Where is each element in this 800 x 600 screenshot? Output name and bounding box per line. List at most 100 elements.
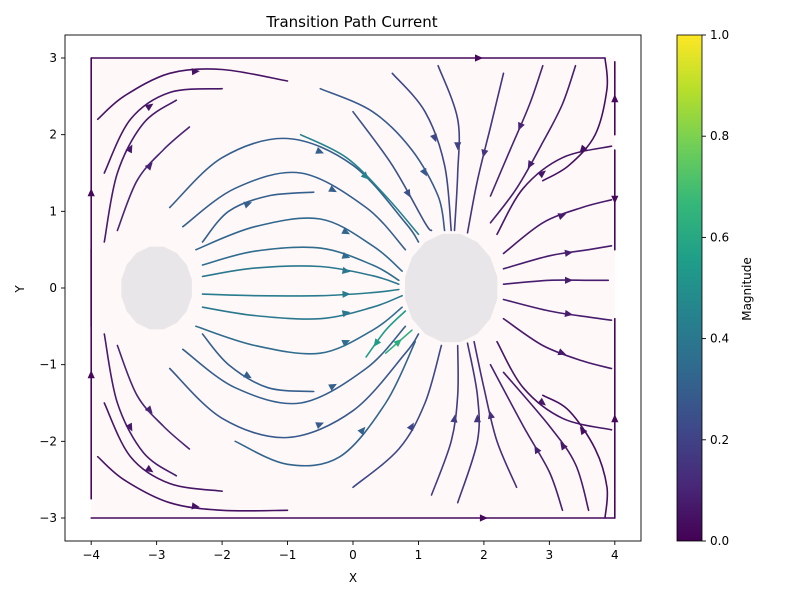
stream-arrow [373,338,382,347]
y-axis-label: Y [13,285,27,294]
stream-arrow [360,171,369,180]
x-tick-label: −3 [148,548,166,562]
streamline [496,145,613,236]
stream-arrow [315,422,325,429]
stream-arrow [537,397,546,406]
stream-arrow [537,170,546,179]
x-tick-label: 2 [480,548,488,562]
stream-arrow [473,414,481,423]
excluded-regions [121,233,498,343]
streamline [168,137,420,243]
streamline [182,325,407,405]
colorbar-gradient [676,34,703,542]
stream-arrow [125,144,133,154]
streamline [201,333,315,393]
plot-area [87,54,619,522]
stream-arrow [475,54,483,62]
stream-arrow [87,188,95,197]
stream-arrow [487,410,495,420]
streamline [201,265,400,285]
streamline [96,68,289,121]
stream-arrow [243,201,253,209]
colorbar-ticks: 0.0 0.2 0.4 0.6 0.8 1.0 [702,28,729,548]
x-axis-label: X [349,571,357,585]
stream-arrow [534,445,542,455]
colorbar-label: Magnitude [740,257,754,321]
y-tick-label: −1 [39,358,57,372]
y-tick-label: 3 [49,51,57,65]
stream-arrow [342,290,351,298]
stream-arrow [341,266,351,274]
stream-arrow [557,348,567,356]
y-tick-label: −3 [39,511,57,525]
x-tick-label: 0 [349,548,357,562]
stream-arrow [357,426,366,436]
stream-arrow [125,422,133,432]
x-tick-label: 3 [546,548,554,562]
colorbar-tick-label: 1.0 [710,28,729,42]
streamline [496,340,613,431]
stream-arrow [518,121,525,131]
right-basin [405,233,498,343]
streamline [352,344,443,489]
colorbar-tick-label: 0.0 [710,534,729,548]
x-tick-label: −1 [279,548,297,562]
stream-arrow [565,276,573,284]
stream-arrow [315,147,325,154]
x-axis-ticks: −4 −3 −2 −1 0 1 2 3 4 [82,541,619,562]
stream-arrow [393,339,402,348]
streamline [391,72,452,232]
stream-arrow [341,340,351,347]
x-tick-label: 1 [415,548,423,562]
streamline [168,333,420,439]
stream-arrow [144,405,153,414]
stream-arrow [611,414,619,423]
streamline [96,455,289,512]
stream-arrow [341,251,351,259]
stream-arrow [419,167,427,177]
stream-arrow [328,185,337,193]
streamline [201,288,400,297]
stream-arrow [560,441,568,451]
streamline [365,310,407,358]
stream-arrow [341,310,351,318]
colorbar-tick-label: 0.2 [710,433,729,447]
left-basin [121,246,192,330]
stream-arrow [406,422,414,432]
x-tick-label: −2 [213,548,231,562]
y-tick-label: 1 [49,204,57,218]
streamline [103,402,223,492]
y-axis-ticks: −3 −2 −1 0 1 2 3 [39,51,65,525]
stream-arrow [481,149,489,158]
streamline [103,87,223,174]
stream-arrow [611,94,619,103]
streamline [116,344,191,450]
stream-arrow [243,371,252,379]
streamline [201,294,403,320]
stream-arrow [430,133,437,143]
colorbar: 0.0 0.2 0.4 0.6 0.8 1.0 Magnitude [676,28,754,548]
streamline [201,246,400,282]
stream-arrow [191,502,200,510]
streamline [182,171,407,251]
y-tick-label: −2 [39,434,57,448]
streamline [195,306,403,355]
colorbar-tick-label: 0.8 [710,129,729,143]
streamline [502,371,590,512]
stream-arrow [87,370,95,379]
streamline [116,126,191,232]
y-tick-label: 0 [49,281,57,295]
stream-arrow [403,188,411,198]
streamline [542,57,609,182]
colorbar-tick-label: 0.6 [710,230,729,244]
stream-arrow [450,414,458,423]
stream-arrow [328,383,337,391]
x-tick-label: −4 [82,548,100,562]
stream-arrow [454,142,462,151]
streamline [489,64,577,224]
x-tick-label: 4 [611,548,619,562]
stream-arrow [557,213,567,221]
stream-arrow [144,103,154,112]
stream-arrow [341,227,351,235]
stream-arrow [479,514,488,522]
